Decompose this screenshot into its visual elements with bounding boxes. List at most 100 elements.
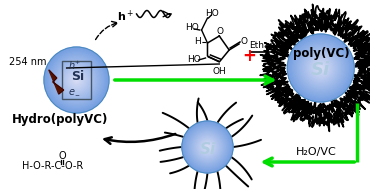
Circle shape (294, 41, 347, 95)
Text: +: + (242, 47, 256, 65)
Circle shape (195, 135, 219, 159)
Circle shape (203, 143, 212, 151)
Circle shape (71, 74, 82, 85)
Text: O: O (59, 151, 67, 161)
Circle shape (186, 125, 229, 169)
Text: HO: HO (187, 56, 201, 64)
Text: H-O-R-C-O-R: H-O-R-C-O-R (22, 161, 84, 171)
Circle shape (188, 127, 227, 167)
Circle shape (206, 145, 209, 149)
Text: 254 nm: 254 nm (9, 57, 46, 67)
Circle shape (292, 39, 350, 98)
Circle shape (184, 124, 231, 170)
Circle shape (183, 122, 232, 172)
Circle shape (55, 58, 98, 102)
Circle shape (311, 58, 331, 78)
Circle shape (306, 53, 335, 83)
Circle shape (202, 141, 213, 153)
Circle shape (195, 134, 220, 160)
Circle shape (297, 44, 344, 92)
Circle shape (312, 59, 330, 77)
Text: $^-$: $^-$ (73, 91, 80, 101)
Circle shape (185, 125, 230, 170)
Circle shape (47, 50, 106, 110)
Text: poly(VC): poly(VC) (293, 47, 350, 60)
Circle shape (304, 51, 337, 85)
Text: O: O (217, 26, 224, 36)
Circle shape (70, 73, 83, 87)
Circle shape (46, 49, 107, 111)
Circle shape (61, 65, 92, 95)
Text: HO: HO (185, 23, 199, 33)
Text: Si: Si (71, 70, 84, 84)
Circle shape (193, 132, 222, 162)
Circle shape (196, 136, 219, 158)
Circle shape (295, 42, 346, 94)
Circle shape (300, 46, 342, 90)
Circle shape (200, 139, 215, 155)
Circle shape (56, 59, 97, 101)
Circle shape (68, 71, 85, 89)
Circle shape (65, 69, 87, 91)
Text: e: e (68, 87, 75, 97)
Circle shape (64, 67, 90, 93)
Circle shape (305, 52, 336, 84)
Circle shape (64, 68, 88, 92)
Circle shape (309, 56, 333, 81)
Circle shape (303, 50, 339, 86)
Circle shape (192, 131, 223, 163)
Circle shape (191, 131, 224, 163)
Circle shape (74, 78, 79, 82)
Circle shape (67, 70, 86, 90)
Circle shape (45, 48, 108, 112)
Text: Si: Si (199, 142, 216, 156)
Circle shape (49, 53, 104, 108)
Circle shape (199, 138, 216, 156)
Circle shape (287, 34, 354, 102)
Circle shape (191, 130, 225, 164)
Circle shape (184, 123, 231, 171)
Circle shape (316, 64, 325, 73)
Text: O: O (240, 37, 248, 46)
Circle shape (319, 66, 323, 70)
Circle shape (72, 76, 81, 84)
Circle shape (299, 45, 343, 91)
Text: $\mathbf{h}^+$: $\mathbf{h}^+$ (117, 8, 134, 24)
Circle shape (197, 137, 218, 157)
Circle shape (198, 137, 217, 156)
Text: Hydro(polyVC): Hydro(polyVC) (11, 114, 108, 126)
Polygon shape (49, 70, 64, 94)
Circle shape (189, 128, 226, 166)
Circle shape (187, 126, 228, 168)
Circle shape (194, 133, 221, 161)
Circle shape (189, 129, 225, 165)
Circle shape (63, 66, 91, 94)
Circle shape (57, 60, 96, 100)
Text: HO: HO (205, 9, 219, 18)
Circle shape (315, 62, 326, 74)
Circle shape (301, 48, 341, 88)
Circle shape (317, 65, 324, 71)
Circle shape (289, 36, 352, 100)
Circle shape (202, 142, 213, 152)
Circle shape (69, 72, 84, 88)
Circle shape (182, 121, 233, 173)
Circle shape (44, 47, 109, 113)
Circle shape (206, 146, 208, 148)
Circle shape (314, 61, 327, 75)
Text: H: H (194, 36, 201, 46)
Circle shape (290, 37, 351, 99)
Circle shape (288, 35, 353, 101)
Circle shape (50, 54, 102, 106)
Circle shape (302, 49, 340, 87)
Circle shape (296, 43, 345, 93)
Text: h: h (68, 61, 75, 71)
Circle shape (51, 55, 101, 105)
Circle shape (75, 79, 78, 81)
Circle shape (205, 144, 210, 150)
Text: OH: OH (212, 67, 226, 75)
Circle shape (48, 51, 105, 109)
Circle shape (310, 57, 332, 79)
Circle shape (54, 57, 99, 103)
Circle shape (73, 77, 80, 83)
